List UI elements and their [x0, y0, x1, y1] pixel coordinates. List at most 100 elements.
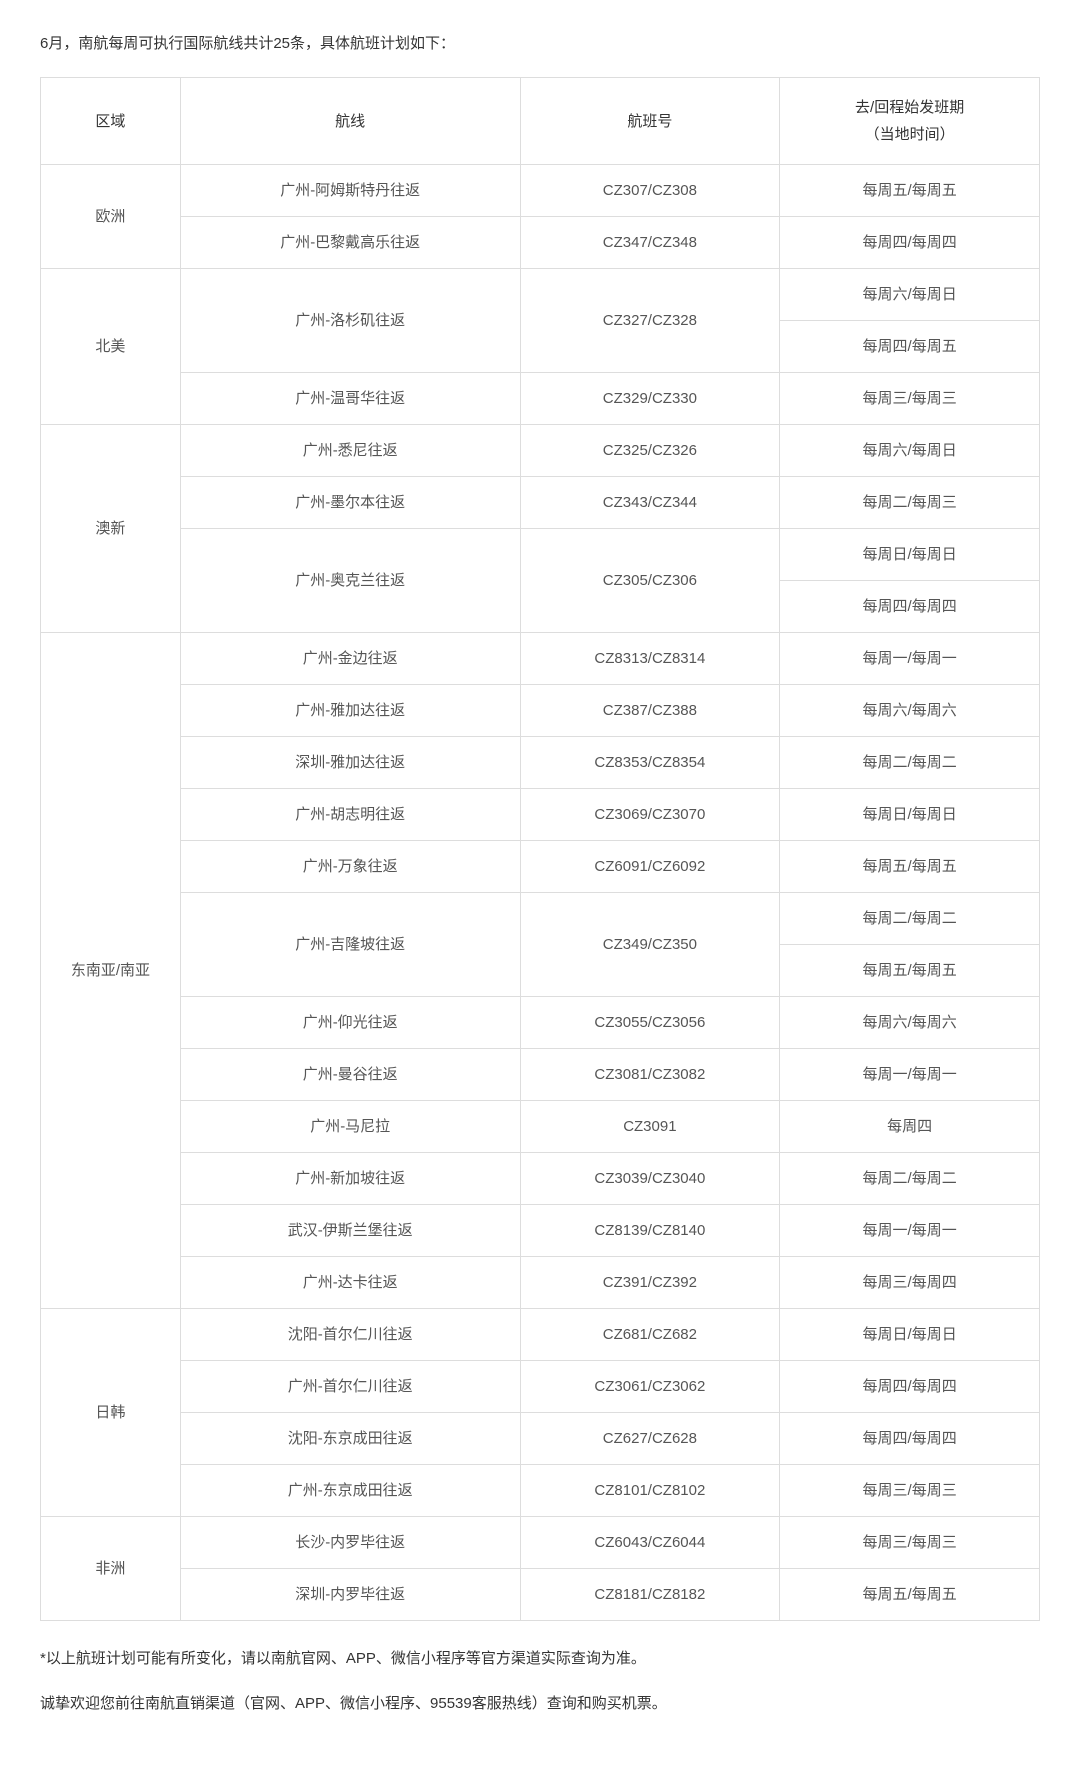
route-cell: 沈阳-东京成田往返	[180, 1413, 520, 1465]
schedule-cell: 每周六/每周日	[780, 425, 1040, 477]
route-cell: 广州-马尼拉	[180, 1101, 520, 1153]
schedule-cell: 每周一/每周一	[780, 633, 1040, 685]
table-row: 广州-仰光往返CZ3055/CZ3056每周六/每周六	[41, 997, 1040, 1049]
route-cell: 广州-胡志明往返	[180, 789, 520, 841]
table-row: 广州-奥克兰往返CZ305/CZ306每周日/每周日	[41, 529, 1040, 581]
route-cell: 深圳-内罗毕往返	[180, 1569, 520, 1621]
table-row: 欧洲广州-阿姆斯特丹往返CZ307/CZ308每周五/每周五	[41, 165, 1040, 217]
route-cell: 广州-阿姆斯特丹往返	[180, 165, 520, 217]
table-row: 广州-曼谷往返CZ3081/CZ3082每周一/每周一	[41, 1049, 1040, 1101]
flight-cell: CZ6091/CZ6092	[520, 841, 780, 893]
route-cell: 广州-东京成田往返	[180, 1465, 520, 1517]
schedule-cell: 每周五/每周五	[780, 945, 1040, 997]
route-cell: 广州-洛杉矶往返	[180, 269, 520, 373]
table-row: 东南亚/南亚广州-金边往返CZ8313/CZ8314每周一/每周一	[41, 633, 1040, 685]
footnotes: *以上航班计划可能有所变化，请以南航官网、APP、微信小程序等官方渠道实际查询为…	[40, 1645, 1040, 1717]
flight-cell: CZ325/CZ326	[520, 425, 780, 477]
route-cell: 深圳-雅加达往返	[180, 737, 520, 789]
route-cell: 广州-墨尔本往返	[180, 477, 520, 529]
table-row: 非洲长沙-内罗毕往返CZ6043/CZ6044每周三/每周三	[41, 1517, 1040, 1569]
table-row: 日韩沈阳-首尔仁川往返CZ681/CZ682每周日/每周日	[41, 1309, 1040, 1361]
flight-cell: CZ8353/CZ8354	[520, 737, 780, 789]
table-header-row: 区域 航线 航班号 去/回程始发班期 （当地时间）	[41, 78, 1040, 165]
schedule-cell: 每周一/每周一	[780, 1049, 1040, 1101]
flight-cell: CZ681/CZ682	[520, 1309, 780, 1361]
table-row: 广州-巴黎戴高乐往返CZ347/CZ348每周四/每周四	[41, 217, 1040, 269]
header-schedule: 去/回程始发班期 （当地时间）	[780, 78, 1040, 165]
table-row: 广州-首尔仁川往返CZ3061/CZ3062每周四/每周四	[41, 1361, 1040, 1413]
flight-cell: CZ327/CZ328	[520, 269, 780, 373]
table-row: 广州-温哥华往返CZ329/CZ330每周三/每周三	[41, 373, 1040, 425]
schedule-cell: 每周日/每周日	[780, 1309, 1040, 1361]
schedule-cell: 每周三/每周三	[780, 1465, 1040, 1517]
header-schedule-line1: 去/回程始发班期	[855, 99, 964, 116]
table-row: 武汉-伊斯兰堡往返CZ8139/CZ8140每周一/每周一	[41, 1205, 1040, 1257]
flight-cell: CZ8101/CZ8102	[520, 1465, 780, 1517]
flight-cell: CZ343/CZ344	[520, 477, 780, 529]
region-cell: 非洲	[41, 1517, 181, 1621]
schedule-cell: 每周六/每周六	[780, 685, 1040, 737]
schedule-cell: 每周四/每周四	[780, 1413, 1040, 1465]
table-row: 广州-吉隆坡往返CZ349/CZ350每周二/每周二	[41, 893, 1040, 945]
flight-cell: CZ3055/CZ3056	[520, 997, 780, 1049]
flight-cell: CZ305/CZ306	[520, 529, 780, 633]
route-cell: 广州-首尔仁川往返	[180, 1361, 520, 1413]
route-cell: 广州-金边往返	[180, 633, 520, 685]
table-row: 广州-达卡往返CZ391/CZ392每周三/每周四	[41, 1257, 1040, 1309]
region-cell: 东南亚/南亚	[41, 633, 181, 1309]
flight-cell: CZ3091	[520, 1101, 780, 1153]
header-region: 区域	[41, 78, 181, 165]
flight-schedule-table: 区域 航线 航班号 去/回程始发班期 （当地时间） 欧洲广州-阿姆斯特丹往返CZ…	[40, 77, 1040, 1621]
table-row: 广州-新加坡往返CZ3039/CZ3040每周二/每周二	[41, 1153, 1040, 1205]
schedule-cell: 每周四/每周四	[780, 217, 1040, 269]
route-cell: 广州-曼谷往返	[180, 1049, 520, 1101]
header-flight: 航班号	[520, 78, 780, 165]
header-route: 航线	[180, 78, 520, 165]
flight-cell: CZ8181/CZ8182	[520, 1569, 780, 1621]
schedule-cell: 每周一/每周一	[780, 1205, 1040, 1257]
schedule-cell: 每周三/每周三	[780, 1517, 1040, 1569]
route-cell: 广州-奥克兰往返	[180, 529, 520, 633]
region-cell: 日韩	[41, 1309, 181, 1517]
flight-cell: CZ3069/CZ3070	[520, 789, 780, 841]
table-row: 深圳-内罗毕往返CZ8181/CZ8182每周五/每周五	[41, 1569, 1040, 1621]
footnote-2: 诚挚欢迎您前往南航直销渠道（官网、APP、微信小程序、95539客服热线）查询和…	[40, 1690, 1040, 1717]
flight-cell: CZ3039/CZ3040	[520, 1153, 780, 1205]
schedule-cell: 每周二/每周三	[780, 477, 1040, 529]
table-row: 广州-胡志明往返CZ3069/CZ3070每周日/每周日	[41, 789, 1040, 841]
flight-cell: CZ329/CZ330	[520, 373, 780, 425]
table-row: 广州-万象往返CZ6091/CZ6092每周五/每周五	[41, 841, 1040, 893]
schedule-cell: 每周六/每周日	[780, 269, 1040, 321]
route-cell: 沈阳-首尔仁川往返	[180, 1309, 520, 1361]
schedule-cell: 每周五/每周五	[780, 165, 1040, 217]
flight-cell: CZ387/CZ388	[520, 685, 780, 737]
flight-cell: CZ307/CZ308	[520, 165, 780, 217]
region-cell: 澳新	[41, 425, 181, 633]
route-cell: 广州-万象往返	[180, 841, 520, 893]
intro-text: 6月，南航每周可执行国际航线共计25条，具体航班计划如下：	[40, 30, 1040, 57]
schedule-cell: 每周四/每周四	[780, 581, 1040, 633]
schedule-cell: 每周三/每周四	[780, 1257, 1040, 1309]
header-schedule-line2: （当地时间）	[865, 126, 955, 143]
table-row: 北美广州-洛杉矶往返CZ327/CZ328每周六/每周日	[41, 269, 1040, 321]
route-cell: 广州-悉尼往返	[180, 425, 520, 477]
schedule-cell: 每周五/每周五	[780, 841, 1040, 893]
flight-cell: CZ8139/CZ8140	[520, 1205, 780, 1257]
route-cell: 广州-巴黎戴高乐往返	[180, 217, 520, 269]
route-cell: 广州-达卡往返	[180, 1257, 520, 1309]
flight-cell: CZ349/CZ350	[520, 893, 780, 997]
flight-cell: CZ391/CZ392	[520, 1257, 780, 1309]
table-row: 澳新广州-悉尼往返CZ325/CZ326每周六/每周日	[41, 425, 1040, 477]
route-cell: 广州-雅加达往返	[180, 685, 520, 737]
schedule-cell: 每周四/每周四	[780, 1361, 1040, 1413]
schedule-cell: 每周五/每周五	[780, 1569, 1040, 1621]
flight-cell: CZ3081/CZ3082	[520, 1049, 780, 1101]
table-row: 深圳-雅加达往返CZ8353/CZ8354每周二/每周二	[41, 737, 1040, 789]
schedule-cell: 每周四/每周五	[780, 321, 1040, 373]
route-cell: 广州-仰光往返	[180, 997, 520, 1049]
schedule-cell: 每周日/每周日	[780, 789, 1040, 841]
route-cell: 广州-温哥华往返	[180, 373, 520, 425]
flight-cell: CZ347/CZ348	[520, 217, 780, 269]
flight-cell: CZ3061/CZ3062	[520, 1361, 780, 1413]
schedule-cell: 每周六/每周六	[780, 997, 1040, 1049]
